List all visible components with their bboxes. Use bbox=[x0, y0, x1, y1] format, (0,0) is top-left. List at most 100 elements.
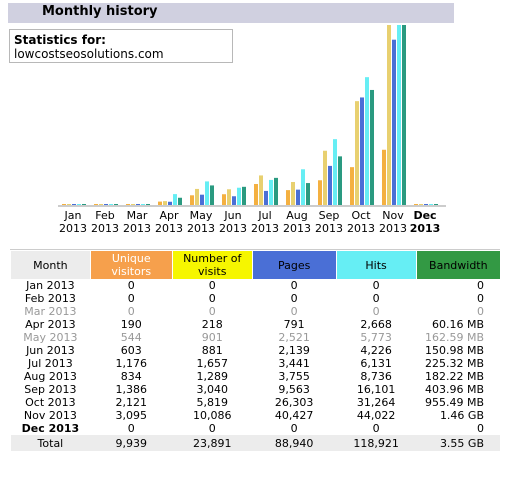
cell-uv: 544 bbox=[120, 331, 142, 344]
cell-bw: 150.98 MB bbox=[424, 344, 484, 357]
cell-pg: 0 bbox=[290, 422, 298, 435]
cell-ht: 44,022 bbox=[356, 409, 396, 422]
month-label-sep: Sep 2013 bbox=[312, 209, 346, 235]
bar-hits-apr bbox=[173, 194, 177, 205]
bar-visits-aug bbox=[291, 181, 295, 205]
cell-month: Oct 2013 bbox=[25, 396, 76, 409]
cell-month: Aug 2013 bbox=[23, 370, 77, 383]
bar-visits-sep bbox=[323, 150, 327, 205]
bar-unique-visitors-nov bbox=[382, 149, 386, 205]
month-label-name: Feb bbox=[95, 209, 115, 222]
table-row: Jun 2013 603 881 2,139 4,226 150.98 MB bbox=[11, 344, 501, 357]
month-label-year: 2013 bbox=[409, 222, 441, 235]
month-label-year: 2013 bbox=[251, 222, 279, 235]
table-row: Jul 2013 1,176 1,657 3,441 6,131 225.32 MB bbox=[11, 357, 501, 370]
bar-bandwidth-apr bbox=[178, 197, 182, 205]
cell-pg: 3,441 bbox=[278, 357, 310, 370]
cell-uv: 0 bbox=[127, 305, 135, 318]
cell-month: Mar 2013 bbox=[24, 305, 77, 318]
bar-bandwidth-jul bbox=[274, 177, 278, 205]
cell-uv: 1,386 bbox=[115, 383, 148, 396]
table-row: Feb 2013 0 0 0 0 0 bbox=[11, 292, 501, 305]
cell-month: Jun 2013 bbox=[26, 344, 75, 357]
bar-unique-visitors-apr bbox=[158, 201, 162, 205]
cell-nv: 0 bbox=[208, 292, 216, 305]
cell-pg: 791 bbox=[283, 318, 305, 331]
cell-month: Feb 2013 bbox=[24, 292, 76, 305]
bar-unique-visitors-mar bbox=[126, 204, 130, 205]
cell-pg: 3,755 bbox=[278, 370, 310, 383]
cell-uv: 9,939 bbox=[90, 435, 173, 451]
bar-visits-dec bbox=[419, 204, 423, 205]
cell-month: Jul 2013 bbox=[28, 357, 73, 370]
cell-bw: 0 bbox=[477, 292, 484, 305]
bar-bandwidth-sep bbox=[338, 156, 342, 205]
bar-visits-oct bbox=[355, 101, 359, 205]
cell-ht: 0 bbox=[372, 292, 380, 305]
cell-nv: 218 bbox=[201, 318, 223, 331]
month-label-name: Jan bbox=[64, 209, 82, 222]
month-label-name: Dec bbox=[413, 209, 437, 222]
bar-hits-sep bbox=[333, 139, 337, 205]
bar-hits-mar bbox=[141, 204, 145, 205]
month-label-year: 2013 bbox=[59, 222, 87, 235]
header-bandwidth: Bandwidth bbox=[415, 251, 500, 279]
cell-ht: 0 bbox=[372, 305, 380, 318]
cell-uv: 1,176 bbox=[115, 357, 148, 370]
table-row: Nov 2013 3,095 10,086 40,427 44,022 1.46 GB bbox=[11, 409, 501, 422]
cell-nv: 0 bbox=[208, 422, 216, 435]
table-row: Apr 2013 190 218 791 2,668 60.16 MB bbox=[11, 318, 501, 331]
month-label-name: Jul bbox=[258, 209, 272, 222]
cell-bw: 955.49 MB bbox=[424, 396, 484, 409]
month-label-name: Jun bbox=[224, 209, 242, 222]
cell-nv: 10,086 bbox=[192, 409, 232, 422]
month-label-jan: Jan 2013 bbox=[56, 209, 90, 235]
month-label-name: Aug bbox=[286, 209, 308, 222]
cell-ht: 4,226 bbox=[360, 344, 392, 357]
cell-nv: 0 bbox=[208, 305, 216, 318]
statistics-box: Statistics for: lowcostseosolutions.com bbox=[9, 29, 233, 63]
cell-pg: 2,521 bbox=[278, 331, 310, 344]
cell-bw: 1.46 GB bbox=[439, 409, 484, 422]
bar-unique-visitors-jun bbox=[222, 194, 226, 205]
cell-pg: 9,563 bbox=[278, 383, 310, 396]
bar-unique-visitors-may bbox=[190, 195, 194, 205]
cell-month: Sep 2013 bbox=[24, 383, 77, 396]
cell-uv: 0 bbox=[127, 292, 135, 305]
cell-bw: 182.22 MB bbox=[424, 370, 484, 383]
bar-pages-jul bbox=[264, 190, 268, 205]
bar-pages-may bbox=[200, 194, 204, 205]
cell-month: Total bbox=[10, 435, 91, 451]
month-label-name: Oct bbox=[351, 209, 371, 222]
cell-ht: 5,773 bbox=[360, 331, 392, 344]
month-label-jun: Jun 2013 bbox=[216, 209, 250, 235]
bar-pages-nov bbox=[392, 39, 396, 206]
month-label-year: 2013 bbox=[155, 222, 183, 235]
month-label-name: Sep bbox=[318, 209, 340, 222]
bar-bandwidth-jun bbox=[242, 186, 246, 205]
bar-hits-oct bbox=[365, 77, 369, 205]
monthly-history-chart bbox=[58, 25, 446, 207]
bar-hits-jan bbox=[77, 204, 81, 205]
bar-unique-visitors-feb bbox=[94, 204, 98, 205]
title-bar: Monthly history bbox=[8, 3, 454, 23]
bar-unique-visitors-oct bbox=[350, 167, 354, 205]
table-row: Aug 2013 834 1,289 3,755 8,736 182.22 MB bbox=[11, 370, 501, 383]
bar-pages-mar bbox=[136, 204, 140, 205]
cell-pg: 88,940 bbox=[252, 435, 337, 451]
cell-nv: 1,657 bbox=[196, 357, 228, 370]
month-label-year: 2013 bbox=[283, 222, 311, 235]
bar-hits-dec bbox=[429, 204, 433, 205]
bar-bandwidth-may bbox=[210, 185, 214, 205]
month-label-feb: Feb 2013 bbox=[88, 209, 122, 235]
monthly-history-table: Month Unique visitors Number of visits P… bbox=[10, 251, 500, 451]
table-row: Dec 2013 0 0 0 0 0 bbox=[11, 422, 501, 435]
header-pages: Pages bbox=[251, 251, 337, 279]
bar-unique-visitors-dec bbox=[414, 204, 418, 205]
bar-visits-mar bbox=[131, 204, 135, 205]
cell-nv: 1,289 bbox=[196, 370, 228, 383]
month-label-year: 2013 bbox=[315, 222, 343, 235]
bar-bandwidth-feb bbox=[114, 204, 118, 205]
bar-bandwidth-dec bbox=[434, 204, 438, 205]
bar-unique-visitors-jul bbox=[254, 184, 258, 205]
